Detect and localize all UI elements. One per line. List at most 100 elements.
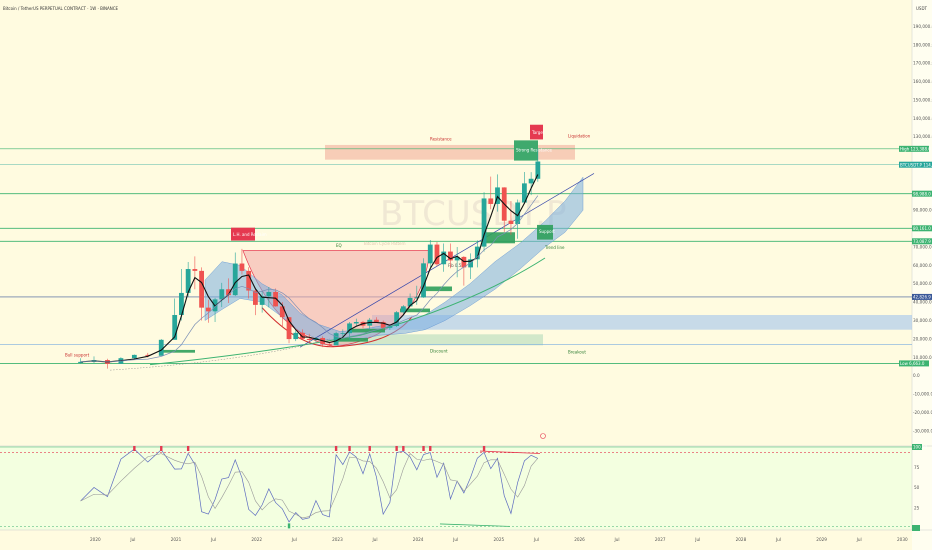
candle-body (340, 333, 346, 334)
moving-average-slow-line (80, 195, 539, 363)
time-tick-label: 2027 (655, 537, 666, 542)
price-badge (912, 238, 932, 245)
osc-tick-label: 25 (914, 505, 920, 510)
price-tick-label: 140,000.0 (913, 116, 932, 121)
oscillator-pane (0, 446, 912, 530)
price-tick-label: 90,000.0 (913, 208, 932, 213)
price-badge (912, 225, 932, 232)
osc-value-text: 100.00 (913, 444, 927, 449)
annotation-box (537, 224, 553, 240)
annotation-box (160, 349, 195, 353)
resistance-top-label: Resistance (430, 136, 452, 141)
bull-support-label: Bull support (65, 352, 90, 357)
candle-body (131, 354, 137, 359)
price-badge-text: Low 6,663.0 (900, 361, 925, 366)
candle-body (481, 198, 487, 247)
candle-body (145, 354, 151, 356)
osc-overbought-marker (334, 446, 338, 451)
candle-body (374, 319, 379, 322)
oscillator-k-line (80, 448, 538, 523)
price-badge-text: 73,087.9 (913, 239, 931, 244)
osc-overbought-marker (186, 446, 190, 451)
currency-label: USDT (916, 6, 928, 11)
candle-body (179, 292, 184, 315)
price-tick-label: 150,000.0 (913, 97, 932, 102)
time-tick-label: Jul (856, 537, 862, 542)
price-badge (899, 145, 929, 152)
price-badge-text: 42,826.9 (913, 295, 931, 300)
candle-body (427, 244, 433, 264)
candle-body (414, 297, 420, 299)
candle-body (407, 297, 413, 307)
target-box (530, 124, 543, 140)
time-tick-label: 2022 (251, 537, 262, 542)
annotation-box (400, 308, 430, 313)
candle-body (293, 332, 299, 340)
annotation-box (483, 232, 515, 244)
discount-zone (335, 334, 543, 346)
candle-body (380, 321, 386, 328)
candle-body (219, 289, 225, 300)
strong-resistance-label: Strong Resistance (516, 147, 553, 152)
candle-body (434, 244, 440, 265)
candle-body (488, 198, 494, 204)
trendline-label: Trend line (544, 245, 565, 250)
candle-body (78, 361, 83, 363)
strong-resistance-box (514, 140, 538, 161)
osc-overbought-marker (160, 446, 163, 451)
price-tick-label: 30,000.0 (913, 318, 932, 323)
time-tick-label: Jul (694, 537, 700, 542)
breakout-label: Breakout (568, 350, 586, 355)
price-tick-label: 180,000.0 (913, 42, 932, 47)
annotation-box (350, 328, 385, 333)
osc-bull-divergence-line (439, 523, 511, 527)
price-badge-text: 98,988.0 (913, 191, 931, 196)
discount-label: Discount (430, 349, 448, 354)
price-badge (912, 293, 932, 300)
osc-zero-badge (912, 525, 920, 531)
candle-body (333, 333, 339, 346)
price-badge (899, 360, 929, 367)
trendline-long (299, 173, 595, 348)
candle-body (448, 251, 453, 261)
price-badge-text: 80,161.0 (913, 226, 931, 231)
time-tick-label: Jul (371, 537, 377, 542)
candle-body (353, 321, 359, 324)
osc-tick-label: 50 (914, 485, 920, 490)
price-badge (899, 161, 932, 168)
symbol-watermark: BTCUSDT.P (380, 194, 567, 234)
candle-body (421, 263, 426, 298)
candle-body (279, 306, 285, 318)
alert-icon (540, 433, 546, 439)
time-tick-label: Jul (291, 537, 297, 542)
osc-overbought-marker (482, 446, 486, 451)
candle-body (528, 178, 534, 184)
time-tick-label: 2020 (90, 537, 101, 542)
time-tick-label: 2024 (413, 537, 424, 542)
candle-body (199, 270, 204, 308)
price-tick-label: 160,000.0 (913, 79, 932, 84)
osc-overbought-marker (368, 446, 371, 451)
osc-value-badge (912, 444, 922, 450)
candle-body (300, 332, 305, 339)
candle-body (535, 161, 541, 179)
time-tick-label: Jul (614, 537, 620, 542)
lh-reclaim-label: L.H. and Reclaim (233, 232, 267, 237)
fib-label: Fib 0.5 (448, 263, 462, 268)
time-tick-label: 2028 (736, 537, 747, 542)
annotation-box (337, 337, 368, 342)
eq-label: EQ (336, 243, 342, 248)
price-badge (912, 190, 932, 197)
price-tick-label: 10,000.0 (913, 355, 932, 360)
osc-overbought-marker (429, 446, 432, 451)
candle-body (253, 290, 258, 305)
candle-body (306, 338, 312, 340)
price-tick-label: 130,000.0 (913, 134, 932, 139)
candle-body (266, 292, 272, 297)
target-label: Target (531, 130, 545, 135)
time-tick-label: Jul (129, 537, 135, 542)
price-tick-label: 190,000.0 (913, 24, 932, 29)
candle-body (508, 220, 514, 224)
time-tick-label: Jul (533, 537, 539, 542)
